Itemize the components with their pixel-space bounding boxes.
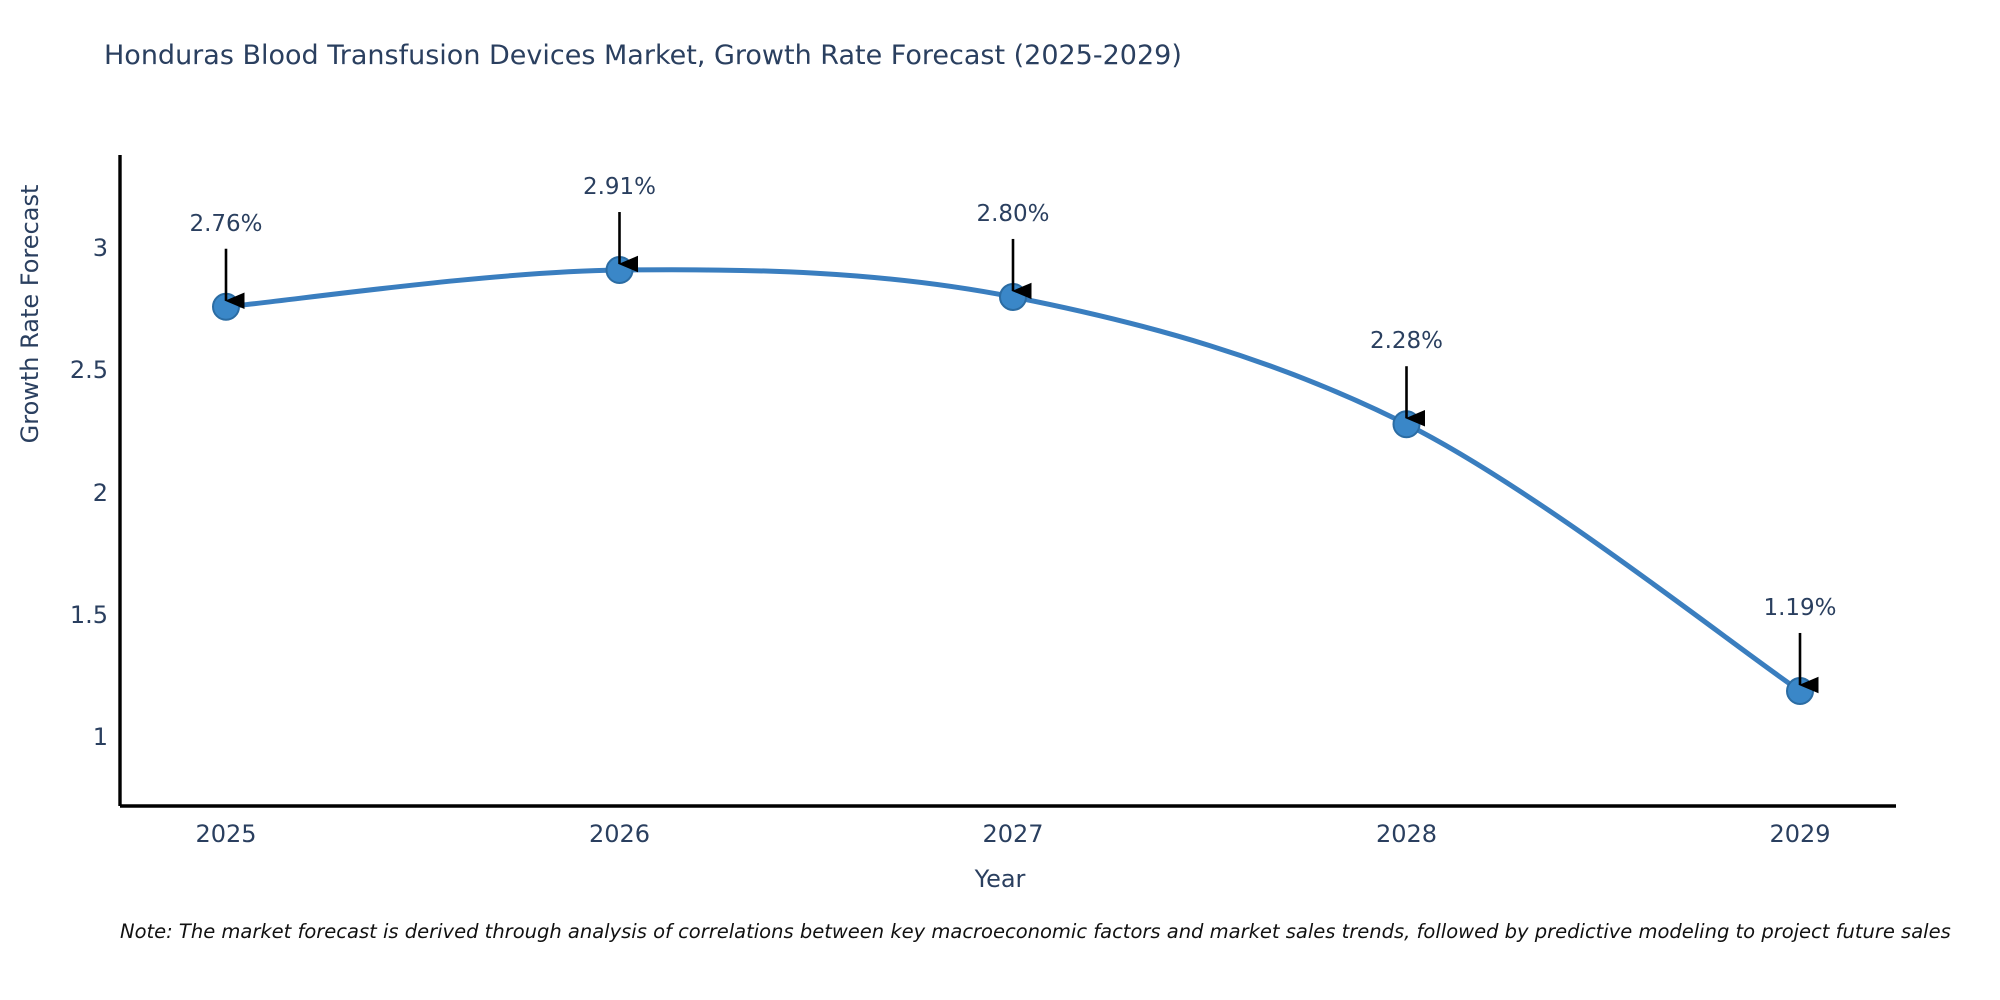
y-tick-label: 1 (92, 723, 108, 752)
y-tick-label: 2 (92, 478, 108, 507)
data-point-label: 2.80% (976, 200, 1050, 227)
x-tick-label: 2025 (195, 820, 257, 848)
x-axis-tick-labels: 2025 2026 2027 2028 2029 (0, 820, 2000, 860)
y-tick-label: 3 (92, 234, 108, 262)
chart-title: Honduras Blood Transfusion Devices Marke… (104, 40, 1182, 71)
y-tick-label: 1.5 (69, 601, 108, 630)
x-tick-label: 2028 (1375, 820, 1438, 848)
x-tick-label: 2027 (982, 820, 1044, 848)
x-axis-title: Year (974, 865, 1026, 893)
data-point-label: 2.91% (582, 174, 657, 201)
x-tick-label: 2026 (588, 820, 651, 848)
data-point-label: 2.76% (189, 210, 263, 237)
data-series (212, 256, 1814, 705)
data-point-label: 2.28% (1369, 328, 1444, 355)
data-point-label: 1.19% (1763, 594, 1837, 621)
annotation-arrows (224, 212, 1819, 694)
x-tick-label: 2029 (1769, 820, 1831, 848)
y-axis-tick-labels: 3 2.5 2 1.5 1 (0, 0, 108, 1000)
y-tick-label: 2.5 (69, 356, 108, 385)
chart-footnote: Note: The market forecast is derived thr… (120, 920, 1951, 943)
trend-line (223, 267, 1803, 694)
